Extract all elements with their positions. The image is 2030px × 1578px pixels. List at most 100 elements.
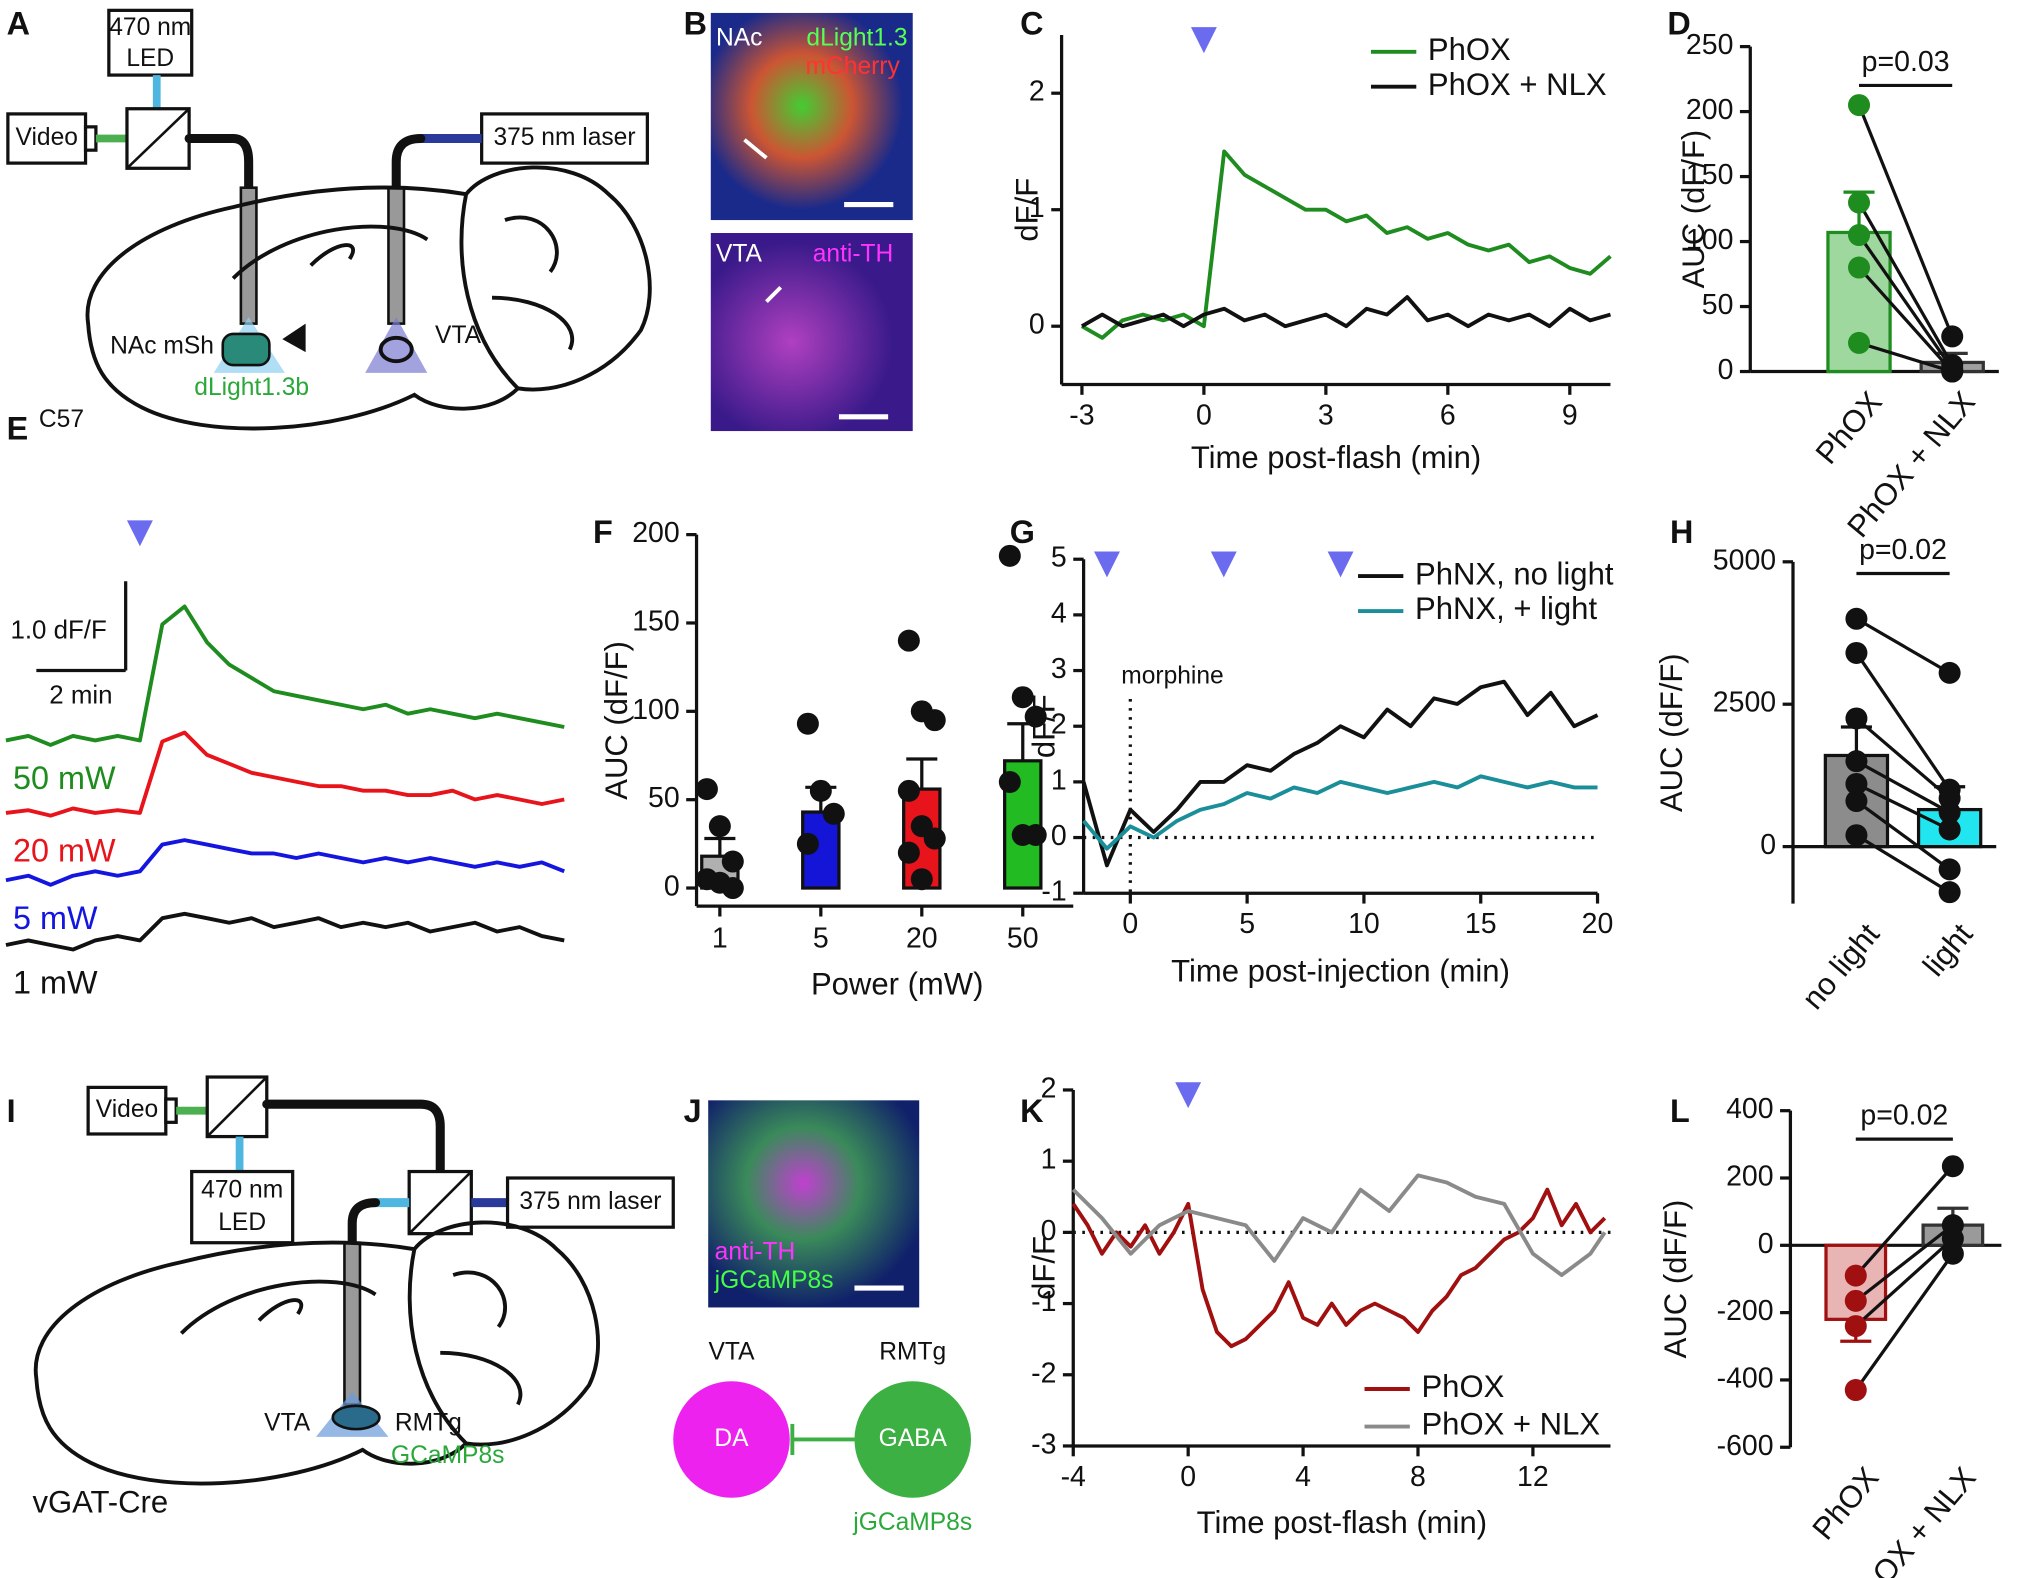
led-label: LED xyxy=(218,1209,266,1236)
pair-line xyxy=(1855,617,1951,675)
y-tick-label: 1 xyxy=(1051,764,1067,796)
panel-letter: F xyxy=(593,514,613,550)
data-point xyxy=(1848,94,1871,117)
data-point xyxy=(897,841,920,864)
x-tick-label: 12 xyxy=(1517,1461,1549,1493)
fiber xyxy=(184,133,254,193)
data-point xyxy=(1844,1379,1867,1402)
data-point xyxy=(1845,707,1868,730)
panel-letter: H xyxy=(1670,514,1693,550)
data-point xyxy=(998,544,1021,567)
pair-line xyxy=(1854,1252,1955,1391)
y-tick-label: 50 xyxy=(1702,289,1734,321)
data-point xyxy=(1848,256,1871,279)
region-label: VTA xyxy=(709,1338,756,1365)
x-tick-label: 0 xyxy=(1180,1461,1196,1493)
laser-label: 375 nm laser xyxy=(493,124,635,151)
x-tick-label: 4 xyxy=(1295,1461,1311,1493)
panel-i: I Video 470 nm LED 375 nm laser VTA RMTg… xyxy=(7,1075,675,1519)
y-axis-label: AUC (dF/F) xyxy=(1676,130,1711,289)
y-axis-label: dF/F xyxy=(1026,694,1061,758)
y-tick-label: 0 xyxy=(1051,820,1067,852)
pair-line xyxy=(1857,104,1954,338)
flash-marker xyxy=(126,520,153,547)
panel-letter: D xyxy=(1667,5,1690,41)
laser-box xyxy=(505,1176,675,1229)
series-line xyxy=(5,838,565,887)
x-tick-label: 1 xyxy=(712,922,728,954)
laser-box xyxy=(480,112,649,165)
y-tick-label: -3 xyxy=(1031,1428,1056,1460)
x-tick-label: 0 xyxy=(1122,908,1138,940)
scale-bar-label: 2 min xyxy=(49,681,112,709)
y-tick-label: -2 xyxy=(1031,1357,1056,1389)
led-box xyxy=(107,8,194,77)
site-label: NAc mSh xyxy=(110,332,214,359)
laser-label: 375 nm laser xyxy=(519,1188,661,1215)
y-tick-label: 200 xyxy=(1726,1161,1774,1193)
pair-line xyxy=(1855,799,1951,871)
data-point xyxy=(1941,1227,1964,1250)
y-axis-label: dF/F xyxy=(1009,178,1044,242)
legend-label: PhOX xyxy=(1428,32,1511,67)
series-line xyxy=(5,730,565,818)
series-line xyxy=(1081,679,1599,868)
data-point xyxy=(1941,1155,1964,1178)
site-label: VTA xyxy=(264,1409,311,1436)
x-tick-label: -3 xyxy=(1069,399,1094,431)
data-point xyxy=(1845,790,1868,813)
cannula xyxy=(387,186,406,325)
series-line xyxy=(1082,774,1598,851)
panel-letter: K xyxy=(1020,1093,1044,1129)
series-line xyxy=(1080,149,1612,340)
x-tick-label: 0 xyxy=(1196,399,1212,431)
led-box xyxy=(190,1169,295,1245)
data-point xyxy=(695,778,718,801)
data-point xyxy=(1938,858,1961,881)
x-tick-label: 5 xyxy=(1239,908,1255,940)
data-point xyxy=(1848,191,1871,214)
data-point xyxy=(1844,1315,1867,1338)
y-axis-label: AUC (dF/F) xyxy=(1654,653,1689,812)
data-point xyxy=(1844,1289,1867,1312)
fiber xyxy=(391,133,426,193)
cell-label: GABA xyxy=(879,1425,948,1452)
error-bar xyxy=(906,757,938,790)
fiber xyxy=(347,1198,381,1248)
pair-line xyxy=(1858,341,1953,374)
data-point xyxy=(822,802,845,825)
data-point xyxy=(1938,661,1961,684)
flash-marker xyxy=(1327,551,1354,578)
video-label: Video xyxy=(16,124,78,151)
data-point xyxy=(1941,1242,1964,1265)
data-point xyxy=(1845,750,1868,773)
cannula xyxy=(239,186,258,325)
series-line xyxy=(5,911,565,952)
region-label: RMTg xyxy=(879,1338,946,1365)
fiber xyxy=(262,1099,445,1177)
series-line xyxy=(1071,1173,1607,1278)
cell xyxy=(673,1381,790,1498)
legend-label: PhOX + NLX xyxy=(1421,1407,1600,1442)
led-label: 470 nm xyxy=(109,14,191,41)
data-point xyxy=(923,709,946,732)
y-tick-label: 150 xyxy=(632,605,680,637)
annotation: morphine xyxy=(1121,663,1223,690)
trace-label: 50 mW xyxy=(13,760,116,796)
y-tick-label: 5 xyxy=(1051,542,1067,574)
y-tick-label: 2 xyxy=(1029,76,1045,108)
data-point xyxy=(1845,824,1868,847)
data-point xyxy=(809,779,832,802)
y-tick-label: 5000 xyxy=(1713,544,1776,576)
splitter-diag xyxy=(206,1076,268,1138)
light-cone xyxy=(365,317,428,373)
micrograph xyxy=(710,233,913,432)
nac xyxy=(221,332,271,367)
y-tick-label: 2500 xyxy=(1713,687,1776,719)
cell-label: DA xyxy=(714,1425,749,1452)
x-tick-label: 50 xyxy=(1007,922,1039,954)
x-tick-label: 5 xyxy=(813,922,829,954)
significance-label: p=0.02 xyxy=(1859,534,1947,566)
scale-bar-label: 1.0 dF/F xyxy=(10,617,106,645)
